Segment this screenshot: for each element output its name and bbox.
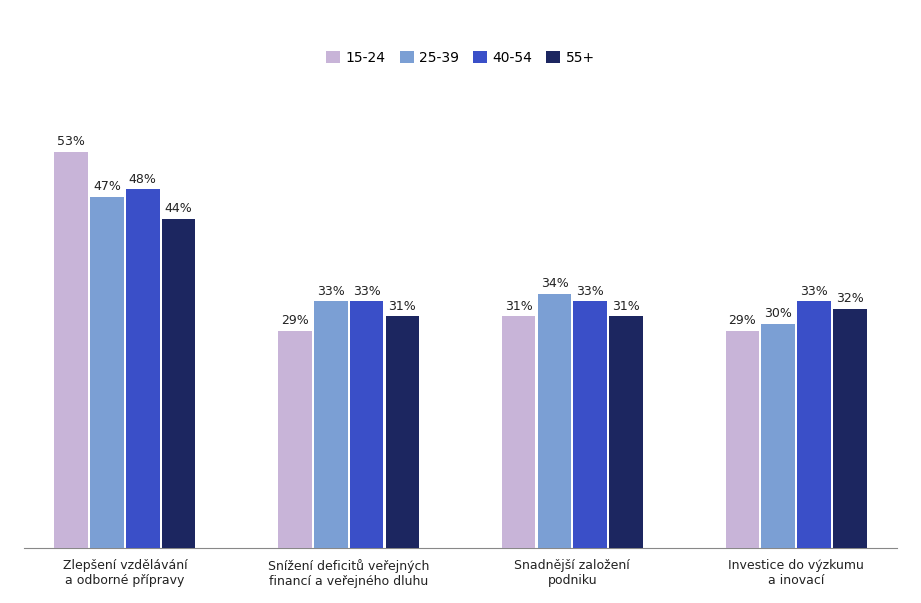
Text: 44%: 44% (165, 203, 192, 215)
Bar (726, 331, 759, 548)
Text: 30%: 30% (764, 307, 792, 320)
Bar (833, 309, 867, 548)
Text: 29%: 29% (729, 315, 756, 327)
Text: 32%: 32% (836, 292, 864, 305)
Text: 33%: 33% (317, 285, 344, 298)
Bar (278, 331, 311, 548)
Legend: 15-24, 25-39, 40-54, 55+: 15-24, 25-39, 40-54, 55+ (321, 45, 600, 71)
Text: 29%: 29% (281, 315, 309, 327)
Text: 33%: 33% (353, 285, 380, 298)
Bar (162, 219, 195, 548)
Text: 31%: 31% (612, 300, 640, 312)
Text: 31%: 31% (389, 300, 416, 312)
Bar (54, 152, 88, 548)
Bar (314, 302, 347, 548)
Bar (502, 317, 535, 548)
Bar (538, 294, 571, 548)
Text: 33%: 33% (800, 285, 828, 298)
Bar (126, 189, 159, 548)
Text: 34%: 34% (541, 277, 568, 290)
Bar (762, 324, 795, 548)
Text: 53%: 53% (57, 135, 85, 148)
Bar (610, 317, 643, 548)
Text: 48%: 48% (129, 172, 157, 186)
Bar (574, 302, 607, 548)
Bar (798, 302, 831, 548)
Text: 33%: 33% (577, 285, 604, 298)
Text: 31%: 31% (505, 300, 532, 312)
Text: 47%: 47% (93, 180, 121, 193)
Bar (386, 317, 419, 548)
Bar (90, 197, 123, 548)
Bar (350, 302, 383, 548)
